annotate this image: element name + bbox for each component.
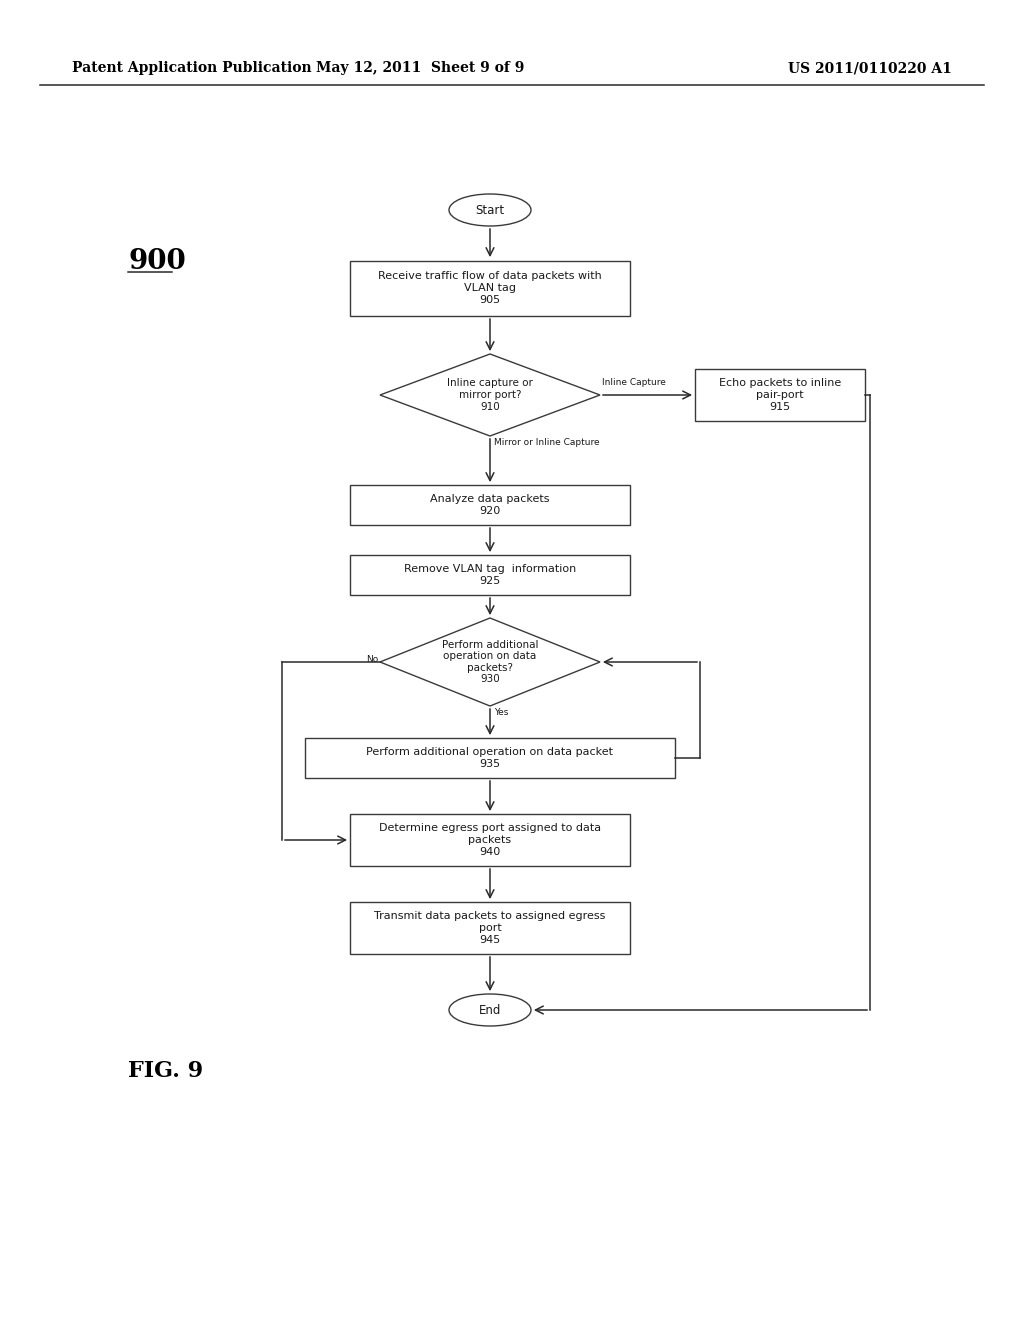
Bar <box>695 370 865 421</box>
Text: Inline capture or
mirror port?
910: Inline capture or mirror port? 910 <box>447 379 532 412</box>
Text: Inline Capture: Inline Capture <box>602 378 666 387</box>
Ellipse shape <box>449 994 531 1026</box>
Text: Transmit data packets to assigned egress
port
945: Transmit data packets to assigned egress… <box>375 911 605 945</box>
Text: Mirror or Inline Capture: Mirror or Inline Capture <box>494 438 600 447</box>
Text: Determine egress port assigned to data
packets
940: Determine egress port assigned to data p… <box>379 824 601 857</box>
Text: US 2011/0110220 A1: US 2011/0110220 A1 <box>788 61 952 75</box>
Bar <box>350 260 630 315</box>
Text: Perform additional operation on data packet
935: Perform additional operation on data pac… <box>367 747 613 768</box>
Text: Patent Application Publication: Patent Application Publication <box>72 61 311 75</box>
Text: No: No <box>366 656 378 664</box>
Text: Receive traffic flow of data packets with
VLAN tag
905: Receive traffic flow of data packets wit… <box>378 272 602 305</box>
Text: Echo packets to inline
pair-port
915: Echo packets to inline pair-port 915 <box>719 379 841 412</box>
Bar <box>350 814 630 866</box>
Text: May 12, 2011  Sheet 9 of 9: May 12, 2011 Sheet 9 of 9 <box>315 61 524 75</box>
Text: Analyze data packets
920: Analyze data packets 920 <box>430 494 550 516</box>
Text: FIG. 9: FIG. 9 <box>128 1060 203 1082</box>
Text: Remove VLAN tag  information
925: Remove VLAN tag information 925 <box>403 564 577 586</box>
Text: Start: Start <box>475 203 505 216</box>
Bar <box>350 484 630 525</box>
Text: Perform additional
operation on data
packets?
930: Perform additional operation on data pac… <box>441 640 539 684</box>
Polygon shape <box>380 354 600 436</box>
Ellipse shape <box>449 194 531 226</box>
Text: 900: 900 <box>128 248 185 275</box>
Text: Yes: Yes <box>494 708 508 717</box>
Bar <box>350 554 630 595</box>
Text: End: End <box>479 1003 501 1016</box>
Bar <box>350 902 630 954</box>
Bar <box>305 738 675 777</box>
Polygon shape <box>380 618 600 706</box>
